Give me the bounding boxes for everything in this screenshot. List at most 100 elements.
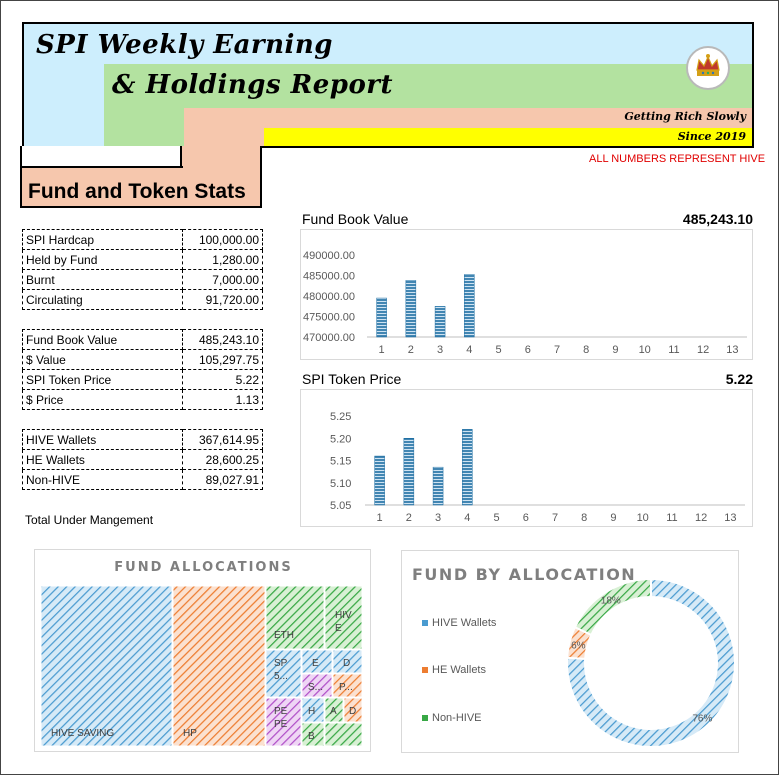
since-label: Since 2019 [677,130,746,143]
treemap-label: E [312,658,319,669]
book-value-bars: 470000.00 475000.00 480000.00 485000.00 4900… [303,250,747,356]
legend-swatch [422,667,428,673]
token-price-bars: 5.055.105.155.205.251 2 3 4 5 6 7 8 9 10 11 12 13 [330,411,745,524]
table-row: SPI Token Price 5.22 [22,369,263,390]
slice-label: 6% [571,640,586,651]
table-row: Held by Fund 1,280.00 [22,249,263,270]
stat-value: 5.22 [182,369,263,390]
x-tick-label: 9 [612,344,618,356]
y-tick-label: 5.10 [330,478,351,490]
x-tick-label: 3 [435,512,441,524]
x-tick-label: 6 [525,344,531,356]
treemap-label: HIVE SAVING [51,728,114,739]
stat-value: 100,000.00 [182,229,263,250]
legend-item: HIVE Wallets [422,617,496,629]
table-row: Non-HIVE 89,027.91 [22,469,263,490]
bar [462,429,473,506]
total-under-management-label: Total Under Mangement [25,513,154,527]
treemap-cell [41,586,173,746]
treemap-cell [301,673,333,698]
x-tick-label: 12 [697,344,709,356]
table-row: Circulating 91,720.00 [22,289,263,310]
stat-label: Circulating [22,289,183,310]
treemap-cell [301,649,333,674]
chart-headline-value: 485,243.10 [682,211,753,227]
x-tick-label: 5 [495,344,501,356]
y-tick-label: 5.25 [330,411,351,423]
stat-label: HIVE Wallets [22,429,183,450]
bar [374,455,385,506]
treemap-cell [324,697,344,723]
treemap-label: B [308,731,315,742]
wallets-table: HIVE Wallets 367,614.95 HE Wallets 28,600.… [22,429,263,490]
y-tick-label: 480000.00 [303,291,355,303]
treemap-label: P... [339,682,353,693]
treemap-label: H [308,706,315,717]
treemap-title: FUND ALLOCATIONS [114,560,293,575]
slice-label: 76% [692,714,712,725]
y-tick-label: 5.20 [330,433,351,445]
stat-label: HE Wallets [22,449,183,470]
donut-title: FUND BY ALLOCATION [412,565,637,584]
stat-value: 89,027.91 [182,469,263,490]
table-row: Fund Book Value 485,243.10 [22,329,263,350]
x-tick-label: 10 [639,344,651,356]
treemap-cell [332,673,363,698]
x-tick-label: 12 [695,512,707,524]
x-tick-label: 9 [610,512,616,524]
treemap-cell [265,697,302,746]
y-tick-label: 475000.00 [303,312,355,324]
y-tick-label: 470000.00 [303,332,355,344]
report-title-line2: & Holdings Report [112,70,394,100]
tab-cutout [22,146,182,168]
section-tab [20,146,262,208]
fund-allocations-panel: FUND ALLOCATIONS HIVE SAVING HP ETH HIV E SP 5… [34,549,371,752]
table-row: $ Value 105,297.75 [22,349,263,370]
x-tick-label: 13 [726,344,738,356]
stat-label: Non-HIVE [22,469,183,490]
x-tick-label: 7 [554,344,560,356]
x-tick-label: 8 [583,344,589,356]
donut-slice [566,577,736,748]
legend-label: HE Wallets [432,664,486,676]
treemap-label: 5... [274,671,288,682]
slice-label: 18% [601,596,621,607]
treemap-cell [332,649,363,674]
legend-item: Non-HIVE [422,712,482,724]
report-title-line1: SPI Weekly Earning [36,30,333,60]
tab-edge-h [20,166,183,168]
chart-headline-value: 5.22 [725,371,753,387]
y-tick-label: 485000.00 [303,271,355,283]
stat-label: SPI Token Price [22,369,183,390]
treemap-label: PE [274,719,288,730]
stat-label: $ Value [22,349,183,370]
treemap-cell [265,649,302,698]
table-row: $ Price 1.13 [22,389,263,410]
y-tick-label: 5.05 [330,500,351,512]
table-row: SPI Hardcap 100,000.00 [22,229,263,250]
crown-logo-icon [686,46,730,90]
bar [434,306,446,338]
treemap-label: ETH [274,630,294,641]
hive-note: ALL NUMBERS REPRESENT HIVE [589,153,766,165]
stat-label: Burnt [22,269,183,290]
legend-item: HE Wallets [422,664,486,676]
table-row: HE Wallets 28,600.25 [22,449,263,470]
treemap-cell [343,697,363,723]
treemap-cell [324,722,363,746]
stat-value: 367,614.95 [182,429,263,450]
bar [432,466,444,506]
treemap-label: HP [183,728,197,739]
treemap-cell [301,722,325,746]
treemap-label: D [343,658,350,669]
legend-swatch [422,715,428,721]
treemap-cell [301,697,325,723]
stat-value: 91,720.00 [182,289,263,310]
x-tick-label: 2 [408,344,414,356]
treemap-label: D [349,706,356,717]
x-tick-label: 3 [437,344,443,356]
chart-title: Fund Book Value [302,211,409,227]
bar [376,297,387,338]
treemap-label: SP [274,658,288,669]
value-table: Fund Book Value 485,243.10 $ Value 105,297… [22,329,263,410]
